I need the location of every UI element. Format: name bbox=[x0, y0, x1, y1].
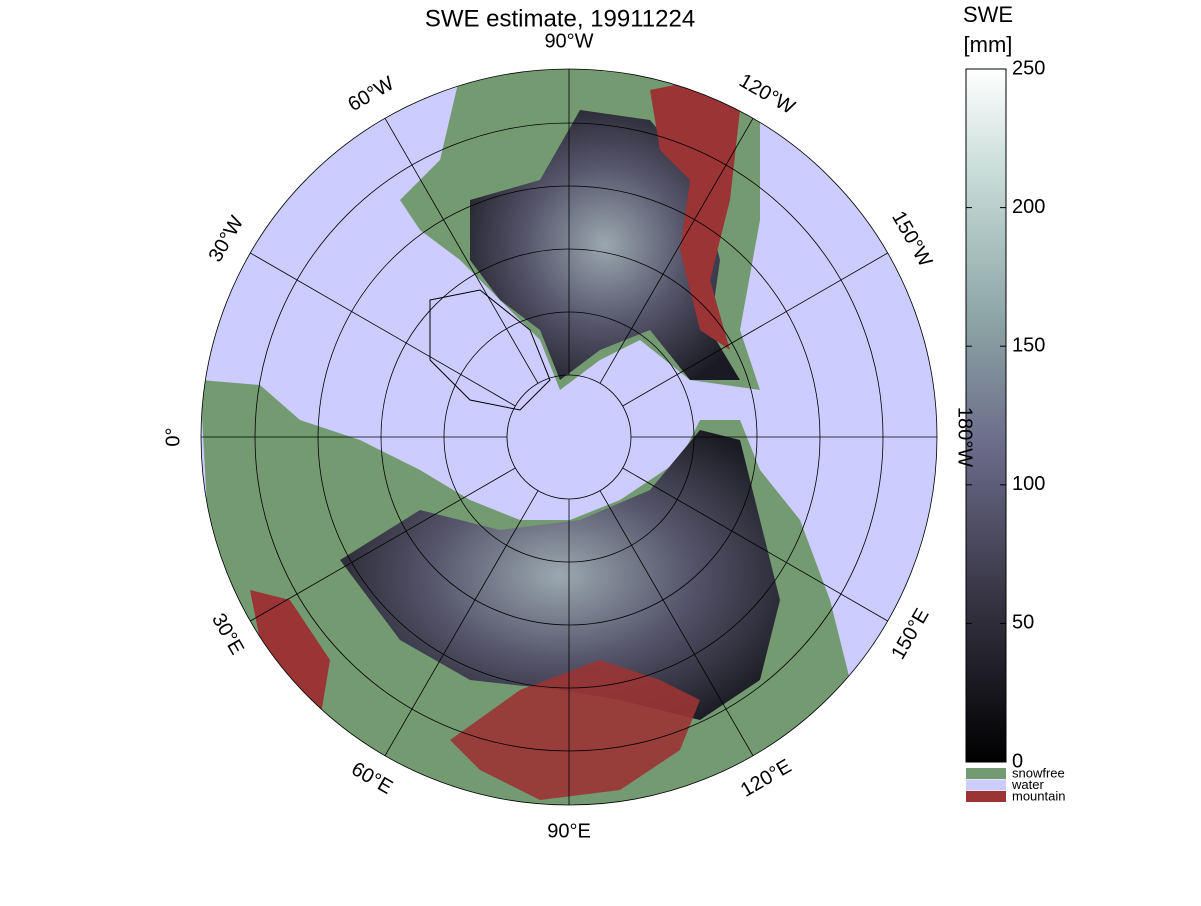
meridian bbox=[622, 467, 888, 622]
meridian-label: 60°E bbox=[347, 758, 396, 799]
meridian bbox=[250, 252, 516, 407]
colorbar-tick-label: 150 bbox=[1012, 334, 1045, 356]
legend-label: snowfree bbox=[1012, 765, 1065, 780]
meridian-label: 30°W bbox=[204, 212, 248, 266]
meridian bbox=[384, 118, 539, 384]
legend-swatch bbox=[966, 779, 1006, 791]
colorbar-unit: [mm] bbox=[964, 32, 1013, 57]
meridian-label: 180°W bbox=[954, 407, 976, 467]
america-snow bbox=[470, 110, 740, 380]
colorbar bbox=[965, 68, 1007, 763]
meridian-label: 150°E bbox=[887, 605, 933, 663]
meridian-label: 30°E bbox=[207, 610, 248, 659]
meridian bbox=[599, 490, 754, 756]
colorbar-tick-label: 100 bbox=[1012, 473, 1045, 495]
eurasia-snow bbox=[340, 430, 780, 720]
map-title: SWE estimate, 19911224 bbox=[425, 5, 695, 32]
meridian-label: 150°W bbox=[887, 208, 936, 271]
meridian bbox=[599, 118, 754, 384]
colorbar-tick-label: 0 bbox=[1012, 750, 1023, 772]
colorbar-tick-label: 250 bbox=[1012, 57, 1045, 79]
rockies-mountain bbox=[650, 80, 740, 350]
meridian-label: 120°E bbox=[737, 755, 795, 801]
europe-mountain bbox=[250, 590, 330, 720]
meridian-label: 90°E bbox=[547, 820, 591, 842]
graticule bbox=[200, 68, 938, 806]
meridian bbox=[384, 490, 539, 756]
colorbar-tick-label: 50 bbox=[1012, 612, 1034, 634]
legend-swatch bbox=[966, 791, 1006, 802]
meridian-label: 120°W bbox=[735, 70, 798, 119]
meridian-label: 60°W bbox=[344, 72, 398, 116]
meridian-label: 0° bbox=[162, 427, 184, 446]
legend-label: mountain bbox=[1012, 788, 1065, 803]
colorbar-label: SWE bbox=[963, 2, 1013, 27]
meridian bbox=[622, 252, 888, 407]
colorbar-tick-label: 200 bbox=[1012, 196, 1045, 218]
legend-label: water bbox=[1011, 777, 1044, 792]
meridian bbox=[250, 467, 516, 622]
land bbox=[201, 69, 850, 805]
asia-mountain bbox=[450, 660, 700, 800]
legend-swatch bbox=[966, 768, 1006, 779]
meridian-label: 90°W bbox=[544, 30, 593, 52]
